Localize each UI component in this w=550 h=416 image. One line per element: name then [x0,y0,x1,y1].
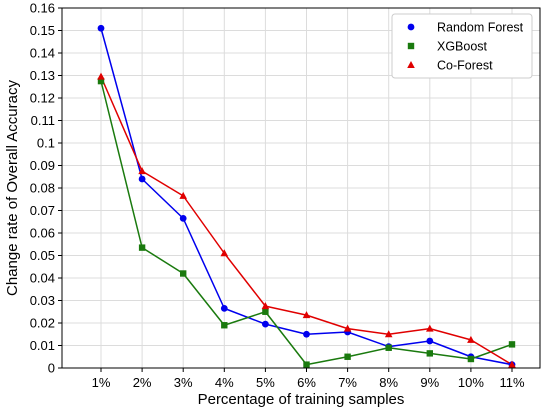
y-tick-label: 0.09 [30,158,55,173]
x-tick-label: 11% [499,375,524,390]
data-point-random-forest [97,24,105,32]
y-tick-label: 0.1 [37,136,55,151]
data-point-co-forest [302,311,311,319]
data-point-xgboost [97,77,105,85]
x-tick-label: 10% [458,375,484,390]
data-point-xgboost [508,341,516,348]
series-markers [97,24,516,369]
x-tick-label: 5% [256,375,275,390]
data-point-xgboost [138,244,146,251]
data-point-random-forest [303,330,310,338]
y-tick-label: 0.13 [30,68,55,83]
data-point-xgboost [262,308,269,315]
x-tick-label: 4% [215,375,234,390]
y-tick-label: 0.01 [30,338,55,353]
y-axis-ticks: 0 0.01 0.02 0.03 0.04 0.05 0.06 0.07 0.08 0.09 0.1… [30,1,62,376]
x-tick-label: 2% [133,375,152,390]
y-tick-label: 0.11 [31,113,55,128]
y-tick-label: 0.02 [30,316,55,331]
legend-box [391,13,533,79]
y-tick-label: 0 [48,361,55,376]
x-axis-title: Percentage of training samples [198,391,405,408]
data-point-co-forest [508,360,516,368]
data-point-co-forest [138,167,146,175]
data-point-co-forest [426,324,434,332]
legend-label-xgboost: XGBoost [437,40,488,54]
data-point-xgboost [344,353,351,360]
legend-label-random-forest: Random Forest [437,21,524,35]
grid [62,7,540,369]
y-tick-label: 0.14 [30,46,55,61]
data-point-co-forest [261,302,270,310]
x-tick-label: 6% [297,375,316,390]
data-point-xgboost [467,355,475,363]
y-tick-label: 0.07 [30,203,55,218]
legend-marker-xgboost [407,42,415,50]
y-tick-label: 0.03 [30,293,55,308]
x-tick-label: 1% [92,375,111,390]
data-point-co-forest [467,335,475,343]
data-point-xgboost [385,344,392,351]
legend-marker-random-forest [407,23,415,31]
x-tick-label: 7% [338,375,357,390]
y-tick-label: 0.16 [30,1,55,16]
y-axis-title: Change rate of Overall Accuracy [4,80,21,296]
data-point-xgboost [221,322,228,329]
y-tick-label: 0.06 [30,226,55,241]
x-tick-label: 9% [420,375,439,390]
data-point-random-forest [179,214,187,222]
data-point-random-forest [220,304,228,312]
y-tick-label: 0.15 [30,23,55,38]
legend: Random Forest XGBoost Co-Forest [391,13,533,79]
y-tick-label: 0.05 [30,248,55,263]
x-axis-ticks: 1% 2% 3% 4% 5% 6% 7% 8% 9% 10% 11% [92,368,525,390]
data-point-co-forest [179,191,187,199]
data-point-random-forest [262,320,269,328]
data-point-xgboost [180,270,187,277]
legend-marker-co-forest [407,61,415,68]
y-tick-label: 0.12 [30,91,55,106]
data-point-co-forest [220,249,229,257]
data-point-random-forest [426,337,434,345]
data-point-xgboost [303,361,310,368]
legend-label-co-forest: Co-Forest [437,59,493,73]
data-point-random-forest [138,175,146,183]
data-point-co-forest [343,324,352,332]
y-tick-label: 0.08 [30,181,55,196]
data-point-co-forest [384,330,393,338]
x-tick-label: 8% [379,375,398,390]
data-point-co-forest [97,72,105,80]
data-point-xgboost [426,350,433,357]
y-tick-label: 0.04 [30,271,55,286]
x-tick-label: 3% [174,375,193,390]
